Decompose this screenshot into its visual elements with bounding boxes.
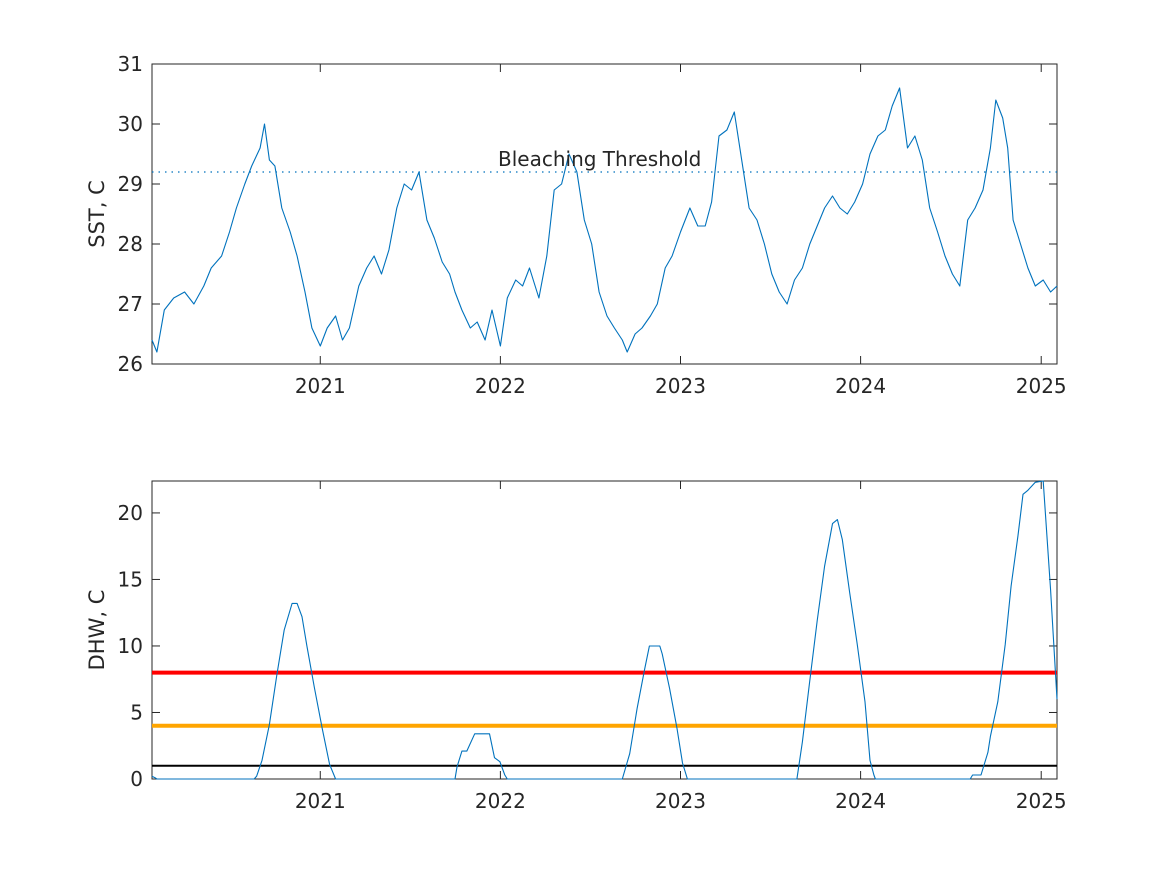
sst-x-tick-label: 2022 (475, 374, 526, 398)
dhw-x-tick-label: 2021 (295, 789, 346, 813)
dhw-x-tick-label: 2022 (475, 789, 526, 813)
dhw-x-tick-label: 2025 (1016, 789, 1067, 813)
sst-series-line (151, 87, 1058, 353)
sst-y-tick-label: 26 (118, 352, 143, 376)
sst-x-tick-label: 2023 (655, 374, 706, 398)
sst-axes-box (151, 63, 1058, 365)
sst-y-tick-label: 31 (118, 52, 143, 76)
bleaching-threshold-label: Bleaching Threshold (498, 147, 701, 171)
sst-x-tick-label: 2025 (1016, 374, 1067, 398)
dhw-x-tick-label: 2024 (835, 789, 886, 813)
sst-y-tick-label: 27 (118, 292, 143, 316)
sst-y-tick-label: 29 (118, 172, 143, 196)
dhw-x-tick-label: 2023 (655, 789, 706, 813)
dhw-y-tick-label: 5 (130, 700, 143, 724)
dhw-y-tick-label: 20 (118, 501, 143, 525)
dhw-axes: 0 5 10 15 20 2021 2022 2023 2024 2025 DHW, C (85, 480, 1067, 813)
dhw-y-tick-label: 0 (130, 767, 143, 791)
sst-y-tick-label: 30 (118, 112, 143, 136)
sst-axes: 26 27 28 29 30 31 2021 2022 2023 2024 2025 Bleachi… (85, 52, 1067, 398)
sst-y-axis-label: SST, C (85, 180, 109, 248)
dhw-series-line (151, 480, 1058, 780)
dhw-y-axis-label: DHW, C (85, 590, 109, 671)
sst-x-tick-label: 2024 (835, 374, 886, 398)
sst-y-tick-label: 28 (118, 232, 143, 256)
dhw-y-tick-label: 15 (118, 567, 143, 591)
sst-x-tick-label: 2021 (295, 374, 346, 398)
dhw-y-tick-label: 10 (118, 634, 143, 658)
